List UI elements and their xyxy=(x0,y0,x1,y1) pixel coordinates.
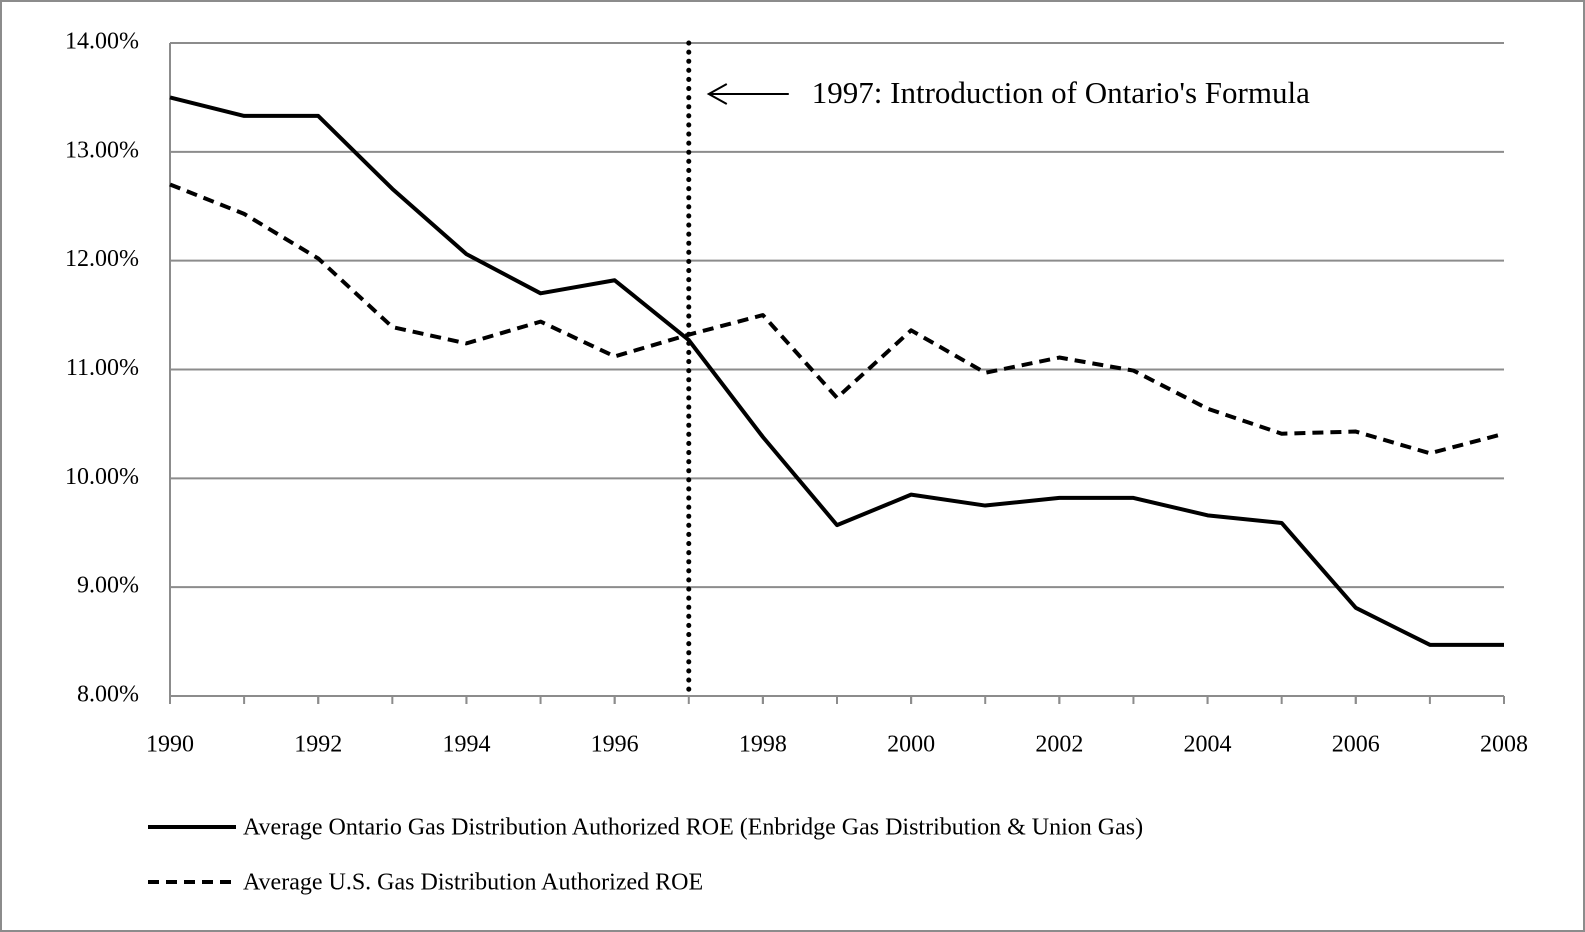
x-tick-label: 1994 xyxy=(442,732,490,758)
x-tick-label: 1996 xyxy=(591,732,639,758)
x-tick-label: 2000 xyxy=(887,732,935,758)
annotation-text: 1997: Introduction of Ontario's Formula xyxy=(812,75,1310,110)
legend-label: Average U.S. Gas Distribution Authorized… xyxy=(243,870,703,896)
x-tick-label: 1992 xyxy=(294,732,342,758)
y-tick-label: 11.00% xyxy=(66,355,139,381)
annotation-arrowhead xyxy=(706,83,728,105)
x-tick-label: 2008 xyxy=(1480,732,1528,758)
x-tick-label: 2004 xyxy=(1184,732,1232,758)
y-tick-label: 13.00% xyxy=(65,137,139,163)
y-tick-label: 12.00% xyxy=(65,246,139,272)
legend-label: Average Ontario Gas Distribution Authori… xyxy=(243,815,1143,841)
series-line xyxy=(169,182,1505,456)
y-tick-label: 10.00% xyxy=(65,464,139,490)
x-tick-label: 2006 xyxy=(1332,732,1380,758)
x-tick-label: 1990 xyxy=(146,732,194,758)
x-tick-label: 2002 xyxy=(1035,732,1083,758)
x-tick-label: 1998 xyxy=(739,732,787,758)
y-tick-label: 14.00% xyxy=(65,29,139,55)
series-line xyxy=(169,95,1504,647)
y-tick-label: 9.00% xyxy=(77,573,139,599)
y-tick-label: 8.00% xyxy=(77,682,139,708)
